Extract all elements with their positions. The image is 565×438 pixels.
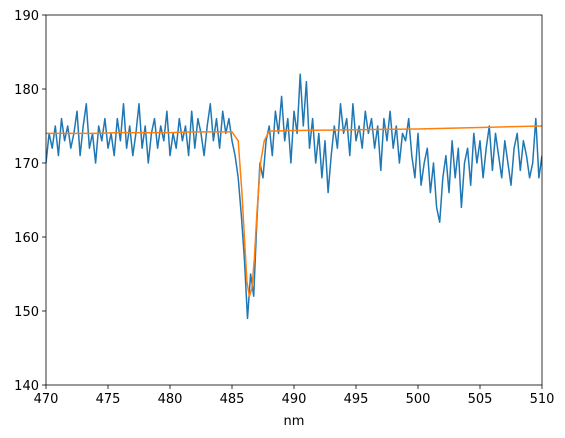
x-axis-label: nm [284, 414, 305, 429]
plot-frame [45, 14, 543, 386]
y-tick-label: 140 [14, 379, 39, 394]
y-tick-label: 180 [14, 83, 39, 98]
x-tick-label: 470 [34, 392, 59, 407]
x-tick-label: 480 [158, 392, 183, 407]
y-tick-label: 160 [14, 231, 39, 246]
y-tick-label: 150 [14, 305, 39, 320]
data-line [46, 125, 542, 297]
x-tick-label: 500 [406, 392, 431, 407]
x-tick-label: 495 [344, 392, 369, 407]
x-tick-label: 505 [468, 392, 493, 407]
x-tick-label: 490 [282, 392, 307, 407]
x-tick-label: 510 [530, 392, 555, 407]
x-tick-label: 485 [220, 392, 245, 407]
y-tick-label: 190 [14, 9, 39, 24]
x-tick-label: 475 [96, 392, 121, 407]
y-tick-label: 170 [14, 157, 39, 172]
plot-area [46, 15, 542, 385]
